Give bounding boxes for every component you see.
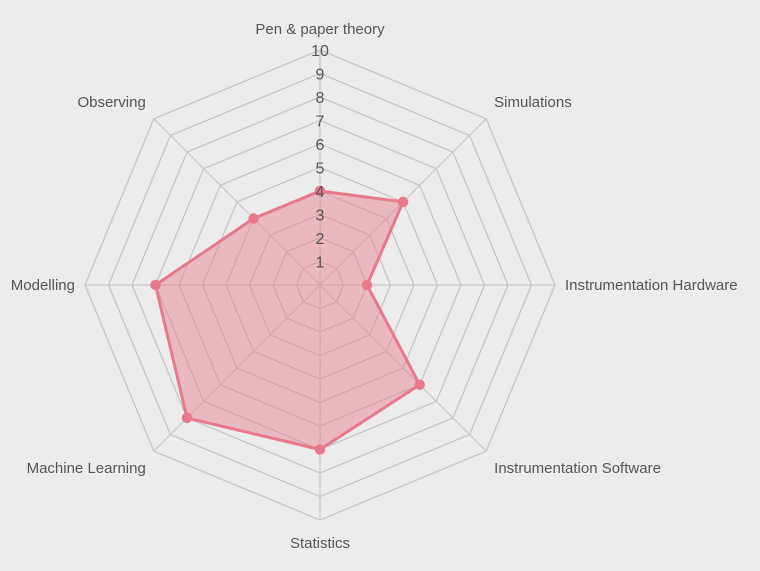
data-point bbox=[361, 279, 373, 291]
data-point bbox=[397, 196, 409, 208]
tick-label: 1 bbox=[316, 255, 325, 272]
axis-label: Pen & paper theory bbox=[255, 21, 385, 38]
data-point bbox=[150, 279, 161, 291]
tick-label: 3 bbox=[316, 208, 325, 225]
axis-label: Observing bbox=[77, 94, 145, 111]
data-point bbox=[181, 412, 193, 424]
axis-label: Instrumentation Software bbox=[494, 460, 661, 477]
data-point bbox=[248, 213, 259, 224]
tick-label: 2 bbox=[316, 231, 325, 248]
tick-label: 10 bbox=[311, 43, 329, 60]
spoke-line bbox=[153, 118, 321, 286]
tick-label: 7 bbox=[316, 114, 325, 131]
axis-labels: Pen & paper theory Simulations Instrumenta… bbox=[11, 21, 738, 552]
axis-label: Modelling bbox=[11, 277, 75, 294]
series-area bbox=[154, 189, 422, 451]
axis-label: Instrumentation Hardware bbox=[565, 277, 738, 294]
tick-label: 6 bbox=[316, 137, 325, 154]
tick-label: 4 bbox=[316, 184, 325, 201]
radar-series bbox=[150, 185, 425, 455]
data-point bbox=[314, 444, 326, 455]
axis-label: Simulations bbox=[494, 94, 572, 111]
axis-label: Statistics bbox=[290, 535, 350, 552]
tick-label: 8 bbox=[316, 90, 325, 107]
spoke-line bbox=[319, 284, 487, 452]
radial-tick-labels: 1 2 3 4 5 6 7 8 9 10 bbox=[311, 43, 329, 272]
data-point bbox=[314, 185, 326, 197]
tick-label: 9 bbox=[316, 67, 325, 84]
spoke-line bbox=[153, 284, 321, 452]
radar-spokes bbox=[85, 50, 555, 520]
data-point bbox=[414, 379, 425, 390]
tick-label: 5 bbox=[316, 161, 325, 178]
axis-label: Machine Learning bbox=[27, 460, 146, 477]
